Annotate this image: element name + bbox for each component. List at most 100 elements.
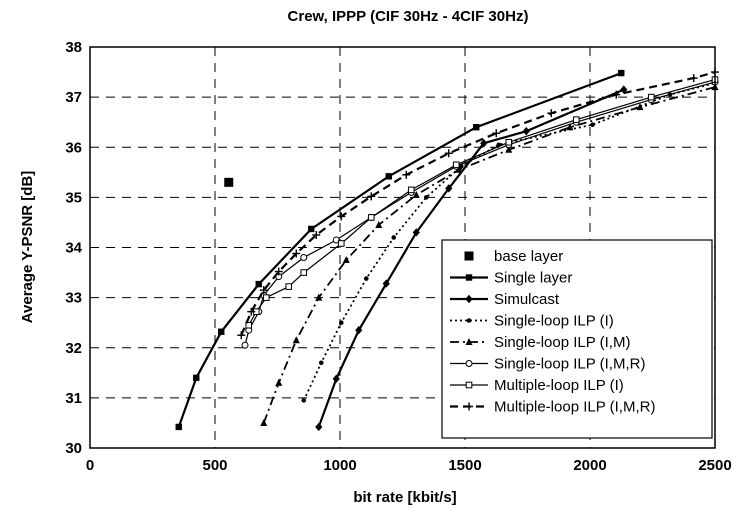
data-point (193, 374, 200, 382)
data-point (308, 225, 315, 233)
data-point (620, 85, 628, 94)
y-axis-title: Average Y-PSNR [dB] (19, 171, 36, 324)
series-0 (224, 177, 234, 187)
x-tick-label: 500 (202, 457, 227, 474)
legend-label: base layer (494, 248, 563, 265)
data-point (274, 267, 283, 276)
x-tick-label: 0 (86, 457, 94, 474)
plot-frame (89, 46, 716, 449)
data-point (367, 192, 376, 201)
legend-marker (465, 274, 473, 281)
data-point (260, 418, 268, 426)
series-line (177, 72, 622, 428)
y-tick-label: 35 (65, 189, 82, 206)
legend-label: Single layer (494, 270, 572, 287)
data-point (224, 177, 234, 187)
data-point (300, 269, 308, 276)
data-point (612, 90, 621, 99)
data-point (355, 326, 363, 335)
data-point (636, 103, 644, 111)
legend-item: Single-loop ILP (I) (450, 313, 614, 330)
series-6 (245, 76, 719, 329)
data-point (259, 286, 268, 295)
data-point (572, 116, 580, 123)
series-line (240, 71, 716, 336)
data-point (338, 320, 344, 325)
data-point (367, 214, 375, 221)
chart-title: Crew, IPPP (CIF 30Hz - 4CIF 30Hz) (288, 8, 529, 25)
y-tick-label: 34 (65, 240, 82, 257)
data-point (402, 170, 411, 179)
data-point (452, 161, 460, 169)
data-point (522, 127, 530, 136)
data-point (245, 321, 253, 329)
data-point (342, 256, 350, 264)
data-point (407, 186, 415, 194)
legend-item: Multiple-loop ILP (I,M,R) (450, 399, 655, 416)
legend-label: Simulcast (494, 291, 560, 308)
data-point (332, 374, 340, 384)
x-tick-label: 1500 (448, 457, 481, 474)
data-point (292, 336, 300, 344)
legend-marker (465, 338, 473, 345)
data-point (318, 360, 324, 366)
series-line (262, 86, 716, 424)
data-point (505, 145, 513, 153)
data-point (455, 165, 463, 173)
x-tick-label: 1000 (323, 457, 356, 474)
x-axis-title: bit rate [kbit/s] (353, 489, 456, 506)
data-point (312, 230, 321, 239)
y-tick-label: 37 (65, 89, 82, 106)
legend-label: Single-loop ILP (I,M,R) (494, 356, 645, 373)
data-point (247, 307, 256, 316)
y-tick-label: 32 (65, 340, 82, 357)
data-point (480, 139, 488, 148)
legend-marker (465, 360, 473, 367)
data-point (255, 280, 262, 288)
series-7 (237, 68, 719, 340)
data-point (292, 249, 301, 258)
data-point (300, 254, 308, 262)
data-point (566, 123, 574, 131)
data-point (285, 283, 293, 290)
data-point (315, 293, 323, 301)
data-point (590, 122, 595, 127)
legend-label: Multiple-loop ILP (I,M,R) (494, 399, 655, 416)
y-tick-label: 33 (65, 290, 82, 307)
legend: base layer Single layer Simulcast Single-lo… (441, 239, 713, 439)
series-1 (175, 69, 625, 431)
legend-marker (465, 381, 473, 389)
data-point (262, 294, 270, 301)
data-point (175, 423, 182, 431)
series-line (302, 82, 716, 401)
data-point (315, 422, 323, 432)
y-tick-label: 31 (65, 390, 82, 407)
data-point (218, 328, 225, 335)
data-point (647, 93, 655, 101)
legend-marker (465, 294, 473, 304)
legend-label: Single-loop ILP (I) (494, 313, 614, 330)
legend-marker (464, 251, 474, 261)
data-point (332, 236, 340, 244)
y-tick-label: 36 (65, 139, 82, 156)
data-point (547, 109, 556, 118)
data-point (618, 69, 625, 77)
legend-item: Simulcast (450, 291, 560, 308)
plot-area (175, 68, 719, 432)
data-point (241, 341, 249, 349)
data-point (444, 149, 453, 158)
legend-item: Single-loop ILP (I,M,R) (450, 356, 645, 373)
data-point (391, 235, 397, 240)
data-point (382, 279, 390, 288)
legend-label: Multiple-loop ILP (I) (494, 377, 624, 394)
y-tick-label: 38 (65, 39, 82, 56)
data-point (337, 240, 345, 247)
y-tick-label: 30 (65, 440, 82, 457)
data-point (423, 195, 429, 200)
legend-item: Single-loop ILP (I,M) (450, 334, 630, 351)
data-point (689, 74, 698, 83)
data-point (505, 138, 513, 146)
data-point (337, 212, 346, 221)
